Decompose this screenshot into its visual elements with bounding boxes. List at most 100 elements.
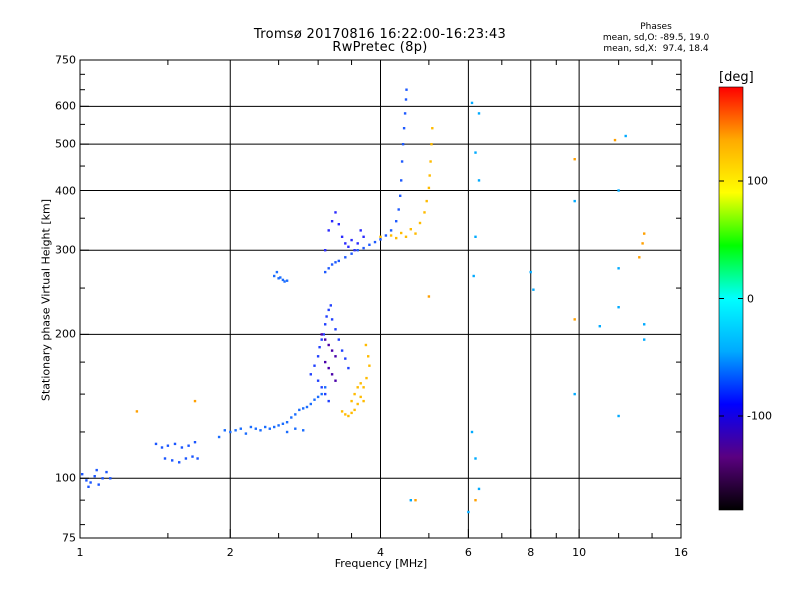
data-point xyxy=(166,444,170,447)
data-point xyxy=(431,127,434,130)
data-point xyxy=(344,256,347,259)
data-point xyxy=(337,223,340,226)
y-tick-label: 200 xyxy=(55,327,76,341)
data-point xyxy=(617,306,620,309)
data-point xyxy=(344,357,347,360)
data-point xyxy=(356,402,359,406)
x-tick-label: 1 xyxy=(76,546,84,559)
data-point xyxy=(350,252,353,255)
data-point xyxy=(405,88,408,91)
colorbar-ticks xyxy=(719,180,743,417)
y-tick-label: 300 xyxy=(55,243,76,257)
data-point xyxy=(324,338,327,341)
data-point xyxy=(350,399,353,403)
data-point xyxy=(187,444,190,447)
y-tick-label: 750 xyxy=(55,53,76,67)
data-point xyxy=(97,483,100,486)
data-point xyxy=(470,101,474,105)
data-point xyxy=(353,408,356,412)
x-tick-label: 10 xyxy=(572,546,587,559)
data-point xyxy=(320,392,323,396)
data-point xyxy=(163,457,167,460)
data-point xyxy=(285,421,289,424)
data-point xyxy=(294,413,297,416)
data-point xyxy=(425,199,428,203)
data-point xyxy=(344,242,347,245)
data-point xyxy=(309,402,312,406)
data-point xyxy=(290,416,293,419)
data-point xyxy=(573,318,576,321)
data-point xyxy=(474,235,477,238)
x-tick-label: 16 xyxy=(674,546,688,559)
data-point xyxy=(318,346,321,349)
data-point xyxy=(330,263,334,266)
data-point xyxy=(532,288,535,291)
data-point xyxy=(109,477,112,480)
data-point xyxy=(617,189,620,192)
colorbar-tick-label: 0 xyxy=(747,292,754,305)
phases-stats-o: mean, sd,O: -89.5, 19.0 xyxy=(602,33,710,43)
data-point xyxy=(87,485,90,488)
data-point xyxy=(643,323,646,326)
data-point xyxy=(298,408,301,412)
data-point xyxy=(316,355,320,358)
grid-layer xyxy=(80,60,681,538)
chart-title: Tromsø 20170816 16:22:00-16:23:43 xyxy=(253,27,507,42)
data-point xyxy=(320,333,323,336)
data-point xyxy=(409,228,412,231)
data-point xyxy=(334,379,337,382)
data-point xyxy=(330,220,334,223)
data-point xyxy=(356,249,359,252)
phases-box-title: Phases xyxy=(640,22,672,32)
data-point xyxy=(643,338,646,341)
data-point xyxy=(362,246,365,250)
y-tick-label: 400 xyxy=(55,184,76,197)
data-point xyxy=(324,323,327,326)
y-tick-label: 600 xyxy=(55,99,76,113)
ticks-layer xyxy=(79,59,682,539)
data-point xyxy=(244,432,248,435)
data-point xyxy=(350,411,353,415)
data-point xyxy=(613,138,617,142)
data-point xyxy=(324,360,327,364)
chart-subtitle: RwPretec (8p) xyxy=(332,40,428,55)
data-point xyxy=(340,349,344,352)
y-axis-label: Stationary phase Virtual Height [km] xyxy=(39,198,53,402)
data-point xyxy=(93,475,96,478)
data-point xyxy=(347,366,350,370)
data-point xyxy=(273,274,276,278)
data-point xyxy=(275,270,279,274)
data-point xyxy=(277,424,280,427)
data-point xyxy=(347,414,350,418)
colorbar-tick-label: -100 xyxy=(747,409,772,423)
data-point xyxy=(362,386,365,389)
data-point xyxy=(180,446,184,449)
data-point xyxy=(294,427,297,430)
data-point xyxy=(337,338,340,341)
data-point xyxy=(324,249,327,252)
data-point xyxy=(430,143,433,146)
data-point xyxy=(399,194,402,197)
x-tick-label: 8 xyxy=(527,546,535,559)
data-point xyxy=(624,134,627,138)
data-point xyxy=(283,280,286,283)
data-point xyxy=(389,234,393,237)
data-point xyxy=(324,392,327,396)
data-point xyxy=(229,430,232,434)
data-point xyxy=(429,160,432,163)
data-point xyxy=(395,220,398,223)
data-point xyxy=(330,349,334,352)
data-point xyxy=(368,364,371,367)
data-point xyxy=(279,276,282,279)
data-point xyxy=(397,208,400,211)
data-point xyxy=(418,221,422,225)
data-point xyxy=(395,236,398,240)
data-point xyxy=(638,256,641,259)
data-point xyxy=(305,405,309,409)
data-point xyxy=(273,425,276,429)
data-point xyxy=(379,235,382,238)
data-point xyxy=(472,274,475,278)
data-point xyxy=(598,325,601,328)
data-point xyxy=(359,229,362,232)
